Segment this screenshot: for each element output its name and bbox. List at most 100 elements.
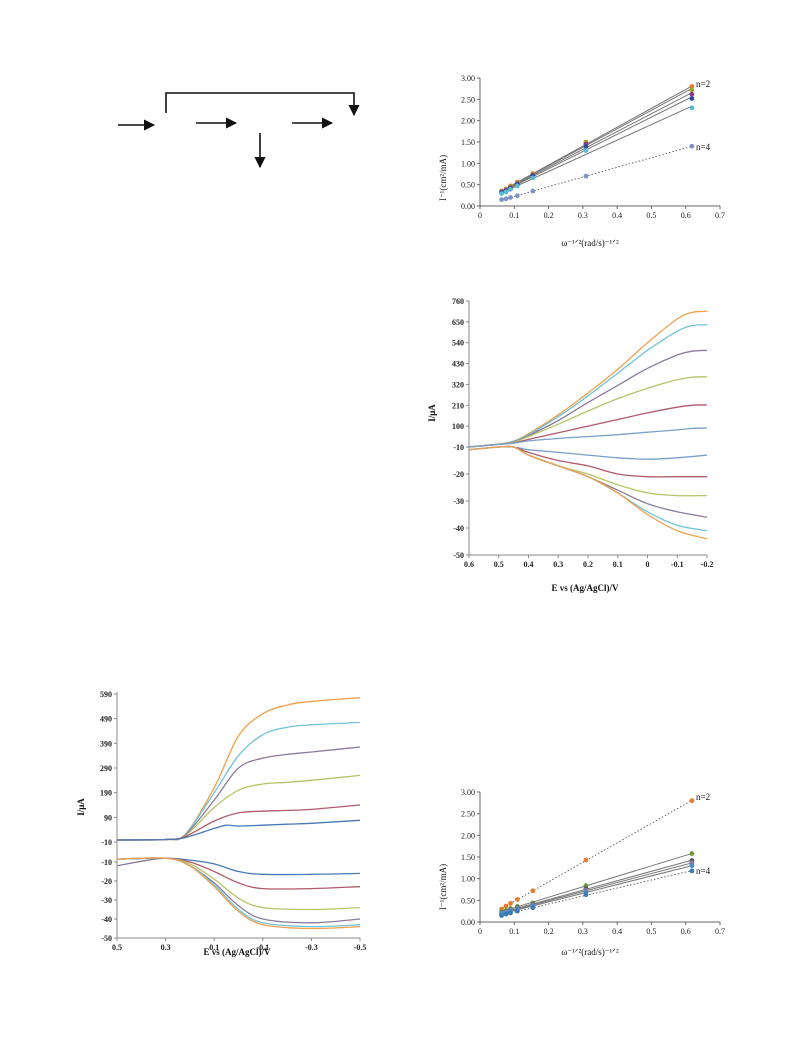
kl1-fit-line (500, 145, 693, 201)
lsv1-y-tick-label: 210 (452, 401, 464, 410)
lsv1-x-label: E vs (Ag/AgCl)/V (552, 583, 619, 593)
kl1-data-point (508, 195, 513, 200)
lsv2-y-tick-label: 190 (100, 789, 112, 798)
kl2-data-point (503, 911, 509, 917)
kl2-y-tick-label: 0.50 (461, 896, 475, 905)
lsv2-y-tick-label: 490 (100, 715, 112, 724)
kl2-data-point (503, 903, 509, 909)
lsv2-y-tick-label: -10 (101, 858, 112, 867)
kl2-fit-line (500, 862, 693, 914)
kl2-x-tick-label: 0.5 (646, 927, 656, 936)
lsv1-current-trace (468, 445, 708, 540)
kl1-data-point (689, 91, 695, 97)
lsv2-x-tick-label: -0.5 (354, 943, 367, 952)
lsv1-current-trace (468, 446, 708, 460)
kl1-y-tick-label: 2.50 (461, 95, 475, 104)
kl2-data-point (583, 892, 589, 898)
kl-plot-1: 0.00 0.50 1.00 1.50 2.00 2.50 3.00 0 0.1 0.2 0.3 0.… (438, 74, 725, 248)
reaction-scheme (118, 92, 360, 169)
lsv1-y-tick-label: -20 (453, 470, 464, 479)
kl1-x-tick-label: 0.1 (509, 211, 519, 220)
kl2-x-tick-label: 0.3 (578, 927, 588, 936)
kl2-data-point (530, 888, 536, 894)
lsv2-x-label: E vs (Ag/AgCl)/V (204, 947, 271, 957)
lsv2-y-tick-label: -50 (101, 934, 112, 943)
kl1-y-tick-label: 0.50 (461, 181, 475, 190)
kl1-data-point (689, 143, 695, 149)
kl1-x-tick-label: 0.6 (681, 211, 691, 220)
lsv1-current-trace (468, 445, 708, 497)
lsv2-current-trace (116, 819, 361, 841)
lsv1-x-tick-label: 0.5 (494, 560, 504, 569)
kl2-data-point (689, 868, 695, 874)
kl2-x-tick-label: 0.6 (681, 927, 691, 936)
lsv2-current-trace (116, 697, 361, 841)
kl1-x-tick-label: 0.3 (578, 211, 588, 220)
kl1-x-tick-label: 0.7 (715, 211, 725, 220)
kl1-data-point (514, 193, 520, 199)
kl2-data-point (508, 900, 513, 906)
kl2-annot-n4: n=4 (696, 866, 711, 876)
lsv2-y-tick-label: 90 (104, 813, 112, 822)
kl2-y-tick-label: 2.00 (461, 831, 475, 840)
lsv1-current-trace (468, 349, 708, 448)
kl1-data-point (530, 175, 536, 181)
lsv1-x-tick-label: 0.4 (524, 560, 534, 569)
kl1-data-point (499, 191, 504, 197)
kl2-x-tick-label: 0 (478, 927, 482, 936)
lsv2-current-trace (116, 857, 361, 876)
kl2-data-point (514, 897, 520, 902)
kl1-y-tick-label: 1.50 (461, 138, 475, 147)
lsv1-current-trace (468, 445, 707, 478)
lsv1-y-tick-label: 540 (452, 339, 464, 348)
kl-plot-2: 0.00 0.50 1.00 1.50 2.00 2.50 3.00 0 0.1 0.2 0.3 0.… (438, 788, 725, 957)
kl1-data-point (583, 148, 589, 153)
kl1-y-tick-label: 1.00 (461, 159, 475, 168)
kl1-annot-n4: n=4 (696, 142, 711, 152)
lsv2-x-tick-label: 0.5 (112, 943, 122, 952)
lsv2-y-tick-label: 290 (100, 764, 112, 773)
lsv2-current-trace (116, 857, 361, 930)
kl1-y-tick-label: 3.00 (461, 74, 475, 83)
kl2-x-tick-label: 0.7 (715, 927, 725, 936)
kl1-annot-n2: n=2 (696, 79, 710, 89)
kl1-x-tick-label: 0 (478, 211, 482, 220)
kl1-data-point (583, 173, 589, 179)
lsv1-current-trace (468, 445, 708, 532)
kl2-y-tick-label: 2.50 (461, 810, 475, 819)
kl2-data-point (530, 905, 536, 911)
lsv2-y-label: I/μA (76, 798, 86, 816)
lsv2-y-tick-label: -10 (101, 838, 112, 847)
lsv1-y-tick-label: 650 (452, 318, 464, 327)
arrow-feedback (165, 92, 360, 117)
kl1-data-point (689, 96, 695, 101)
lsv-plot-1: 760 650 540 430 320 210 100 -10 -20 -30 -40 -500.6 0… (427, 297, 713, 593)
kl1-fit-line (500, 96, 693, 194)
kl2-y-tick-label: 0.00 (461, 918, 475, 927)
kl2-y-tick-label: 3.00 (461, 788, 475, 797)
lsv1-x-tick-label: 0.6 (464, 560, 474, 569)
lsv2-x-tick-label: 0.1 (209, 943, 219, 952)
kl2-fit-line (500, 859, 693, 914)
lsv2-y-tick-label: 590 (100, 690, 112, 699)
kl1-data-point (530, 188, 536, 194)
kl2-data-point (689, 798, 695, 804)
kl2-x-tick-label: 0.1 (509, 927, 519, 936)
lsv1-current-trace (468, 427, 708, 448)
kl2-data-point (583, 857, 589, 863)
kl1-x-tick-label: 0.2 (544, 211, 554, 220)
lsv1-x-tick-label: 0 (646, 560, 650, 569)
lsv2-current-trace (116, 857, 361, 911)
kl2-data-point (508, 910, 513, 916)
lsv1-x-tick-label: 0.2 (583, 560, 593, 569)
kl2-data-point (689, 863, 695, 869)
kl2-data-point (514, 908, 520, 914)
lsv2-x-tick-label: -0.1 (256, 943, 269, 952)
lsv2-y-tick-label: -30 (101, 896, 112, 905)
kl1-data-point (503, 189, 509, 195)
lsv1-y-tick-label: 760 (452, 297, 464, 306)
kl2-data-point (499, 913, 504, 918)
kl2-y-tick-label: 1.50 (461, 853, 475, 862)
lsv1-y-label: I/μA (427, 404, 437, 422)
lsv2-x-tick-label: -0.3 (305, 943, 318, 952)
